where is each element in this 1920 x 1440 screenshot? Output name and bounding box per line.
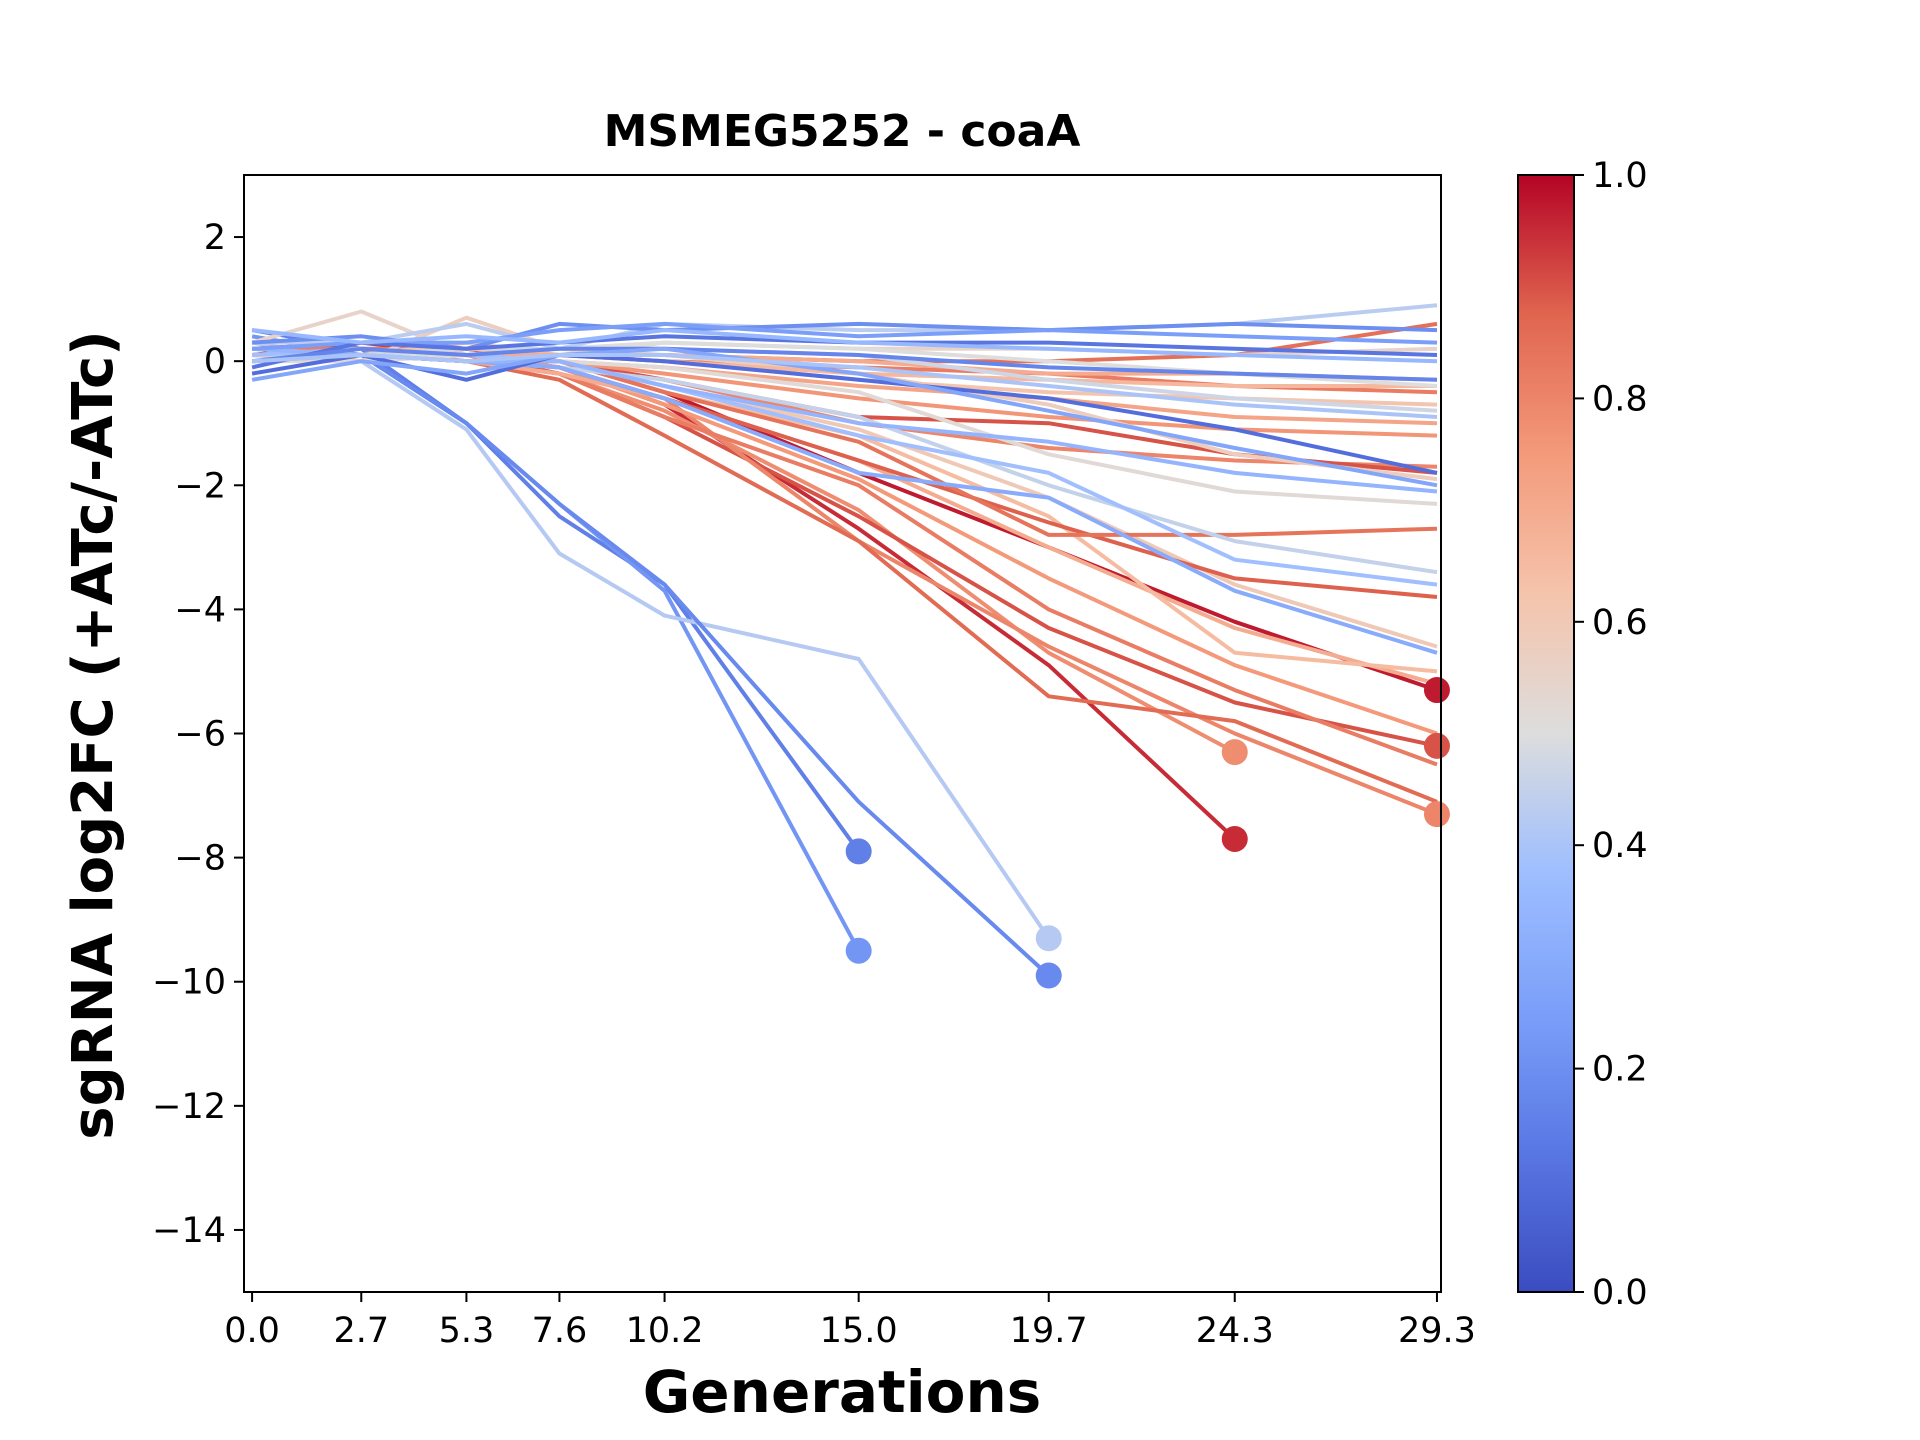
x-tick-label: 15.0	[820, 1311, 898, 1351]
x-axis: 0.0 2.7 5.3 7.6 10.2 15.0 19.7 24.3 29.3	[224, 1292, 1476, 1351]
series-endpoint-7	[1423, 677, 1450, 704]
colorbar-tick-label: 0.4	[1592, 826, 1648, 866]
series-line-2	[251, 334, 861, 952]
series-lines	[251, 303, 1438, 977]
series-line-41	[251, 353, 1438, 475]
series-line-8	[251, 346, 1438, 748]
y-tick-label: −12	[152, 1087, 226, 1127]
series-line-42	[251, 346, 1438, 488]
y-tick-label: 2	[204, 218, 226, 258]
x-tick-label: 19.7	[1010, 1311, 1088, 1351]
y-axis: 2 0 −2 −4 −6 −8 −10 −12 −14	[152, 218, 244, 1251]
colorbar	[1517, 174, 1575, 1293]
x-tick-label: 2.7	[333, 1311, 389, 1351]
series-endpoint-3	[1035, 925, 1062, 952]
series-endpoint-4	[1035, 962, 1062, 989]
x-tick-label: 0.0	[224, 1311, 280, 1351]
y-tick-label: −14	[152, 1211, 226, 1251]
y-axis-label: sgRNA log2FC (+ATc/-ATc)	[61, 330, 126, 1140]
series-line-43	[251, 328, 1438, 364]
y-tick-label: −8	[174, 839, 226, 879]
series-line-39	[251, 334, 1438, 370]
colorbar-axis: 0.0 0.2 0.4 0.6 0.8 1.0	[1574, 156, 1648, 1313]
series-endpoint-9	[1423, 801, 1450, 828]
colorbar-tick-label: 1.0	[1592, 156, 1648, 196]
series-endpoint-1	[845, 838, 872, 865]
series-line-9	[251, 353, 1438, 817]
series-line-44	[251, 353, 1438, 419]
y-tick-label: −6	[174, 715, 226, 755]
x-tick-label: 5.3	[439, 1311, 495, 1351]
y-tick-label: −4	[174, 590, 226, 630]
chart-title: MSMEG5252 - coaA	[604, 106, 1081, 157]
x-tick-label: 24.3	[1196, 1311, 1274, 1351]
colorbar-tick-label: 0.2	[1592, 1050, 1648, 1090]
series-endpoint-6	[1221, 739, 1248, 766]
colorbar-tick-label: 0.8	[1592, 379, 1648, 419]
series-line-31	[252, 353, 1438, 506]
x-tick-label: 10.2	[626, 1311, 704, 1351]
colorbar-tick-label: 0.6	[1592, 603, 1648, 643]
series-endpoint-5	[1221, 825, 1248, 852]
y-tick-label: −2	[174, 466, 226, 506]
series-endpoint-2	[845, 937, 872, 964]
series-endpoint-8	[1423, 732, 1450, 759]
x-axis-label: Generations	[643, 1358, 1042, 1426]
y-tick-label: 0	[204, 342, 226, 382]
series-line-38	[251, 321, 1438, 351]
series-line-29	[252, 340, 1438, 388]
colorbar-tick-label: 0.0	[1592, 1273, 1648, 1313]
y-tick-label: −10	[152, 963, 226, 1003]
x-tick-label: 29.3	[1398, 1311, 1476, 1351]
series-endpoints	[845, 677, 1450, 989]
x-tick-label: 7.6	[532, 1311, 588, 1351]
